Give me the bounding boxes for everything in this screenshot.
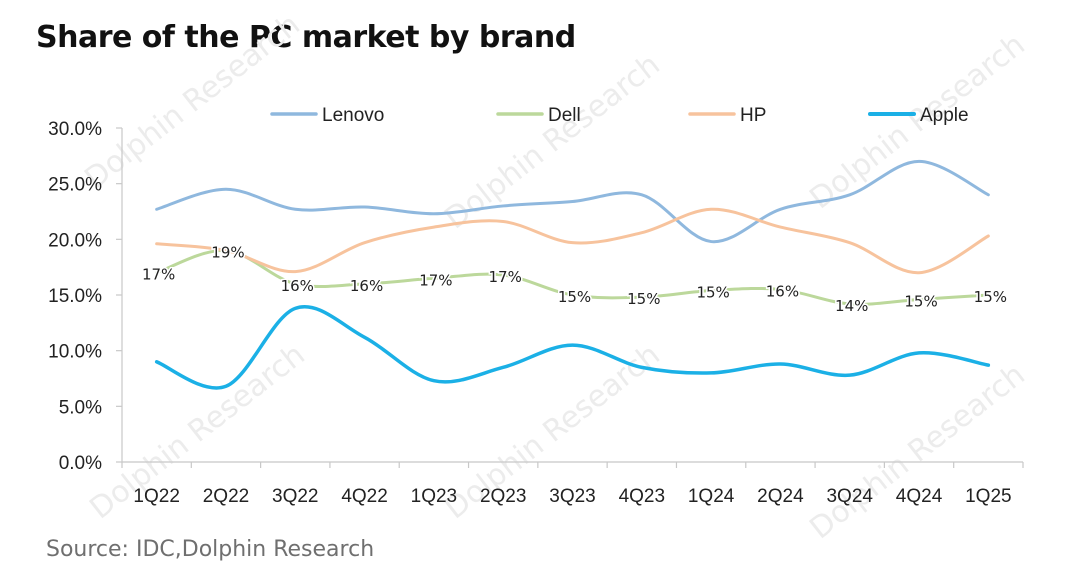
y-tick-label: 10.0% xyxy=(48,342,102,363)
series-line-hp xyxy=(155,207,990,275)
y-tick-label: 30.0% xyxy=(48,119,102,140)
series-line-apple xyxy=(154,305,991,390)
dell-data-label: 15% xyxy=(974,288,1007,306)
watermark-text: Dolphin Research xyxy=(803,357,1031,546)
watermark-text: Dolphin Research xyxy=(78,7,306,196)
x-tick-label: 2Q23 xyxy=(480,486,526,507)
x-tick-label: 1Q25 xyxy=(965,486,1011,507)
series-line-dell xyxy=(155,248,990,306)
dell-data-label: 17% xyxy=(142,266,175,284)
dell-data-label: 17% xyxy=(489,268,522,286)
legend-label-lenovo: Lenovo xyxy=(322,105,384,126)
x-tick-label: 3Q24 xyxy=(826,486,873,507)
y-tick-label: 25.0% xyxy=(48,175,102,196)
x-tick-label: 2Q22 xyxy=(203,486,249,507)
legend-label-dell: Dell xyxy=(548,105,581,126)
x-tick-label: 2Q24 xyxy=(757,486,804,507)
dell-data-label: 15% xyxy=(558,288,591,306)
x-tick-label: 3Q22 xyxy=(272,486,318,507)
axes: 0.0% 5.0% 10.0% 15.0% 20.0% 25.0% 30.0% 1Q22 2Q2… xyxy=(48,119,1024,507)
y-tick-label: 15.0% xyxy=(48,286,102,307)
watermark-text: Dolphin Research xyxy=(438,47,666,236)
legend-label-apple: Apple xyxy=(920,105,969,126)
y-tick-label: 5.0% xyxy=(59,397,102,418)
dell-data-label: 16% xyxy=(281,277,314,295)
x-tick-label: 4Q24 xyxy=(896,486,943,507)
x-tick-label: 3Q23 xyxy=(549,486,595,507)
x-tick-label: 1Q22 xyxy=(133,486,179,507)
dell-data-label: 16% xyxy=(350,277,383,295)
x-tick-label: 4Q23 xyxy=(619,486,665,507)
dell-data-label: 16% xyxy=(766,282,799,300)
dell-data-label: 15% xyxy=(627,290,660,308)
series-line-lenovo xyxy=(155,159,990,244)
x-tick-label: 4Q22 xyxy=(341,486,387,507)
dell-data-label: 19% xyxy=(211,243,244,261)
chart-source: Source: IDC,Dolphin Research xyxy=(46,537,375,562)
dell-data-label: 15% xyxy=(696,284,729,302)
dell-data-label: 14% xyxy=(835,297,868,315)
x-tick-label: 1Q24 xyxy=(688,486,735,507)
data-labels: 17% 19% 16% 16% 17% 17% 15% 15% 15% 16% 14% 15% 15% xyxy=(140,242,1008,316)
chart-title: Share of the PC market by brand xyxy=(36,20,576,55)
legend-label-hp: HP xyxy=(740,105,766,126)
dell-data-label: 17% xyxy=(419,271,452,289)
x-tick-label: 1Q23 xyxy=(411,486,457,507)
watermark-text: Dolphin Research xyxy=(803,27,1031,216)
y-tick-label: 0.0% xyxy=(59,453,102,474)
dell-data-label: 15% xyxy=(904,292,937,310)
y-tick-label: 20.0% xyxy=(48,230,102,251)
series-lines xyxy=(154,159,991,390)
legend: Lenovo Dell HP Apple xyxy=(270,105,969,126)
